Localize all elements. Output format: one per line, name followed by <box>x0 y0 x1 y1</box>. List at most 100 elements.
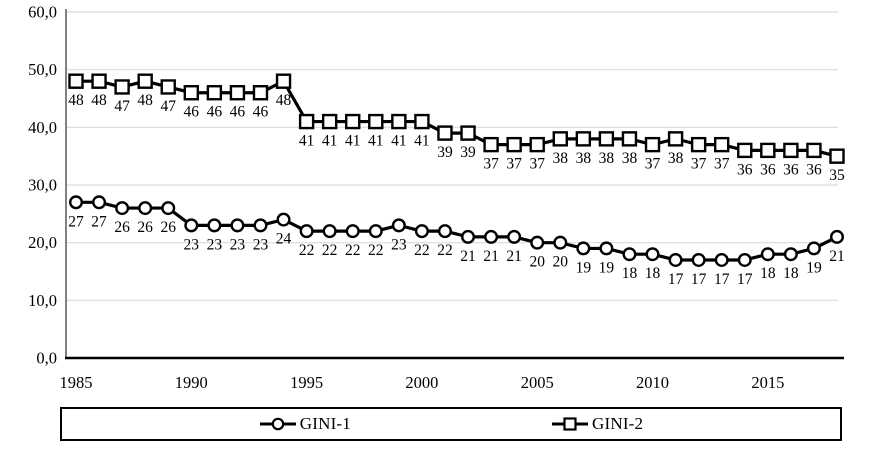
data-point-marker-square <box>552 131 568 147</box>
data-point-label: 18 <box>645 265 661 282</box>
data-point-marker-square <box>229 85 246 101</box>
data-point-label: 22 <box>414 242 430 259</box>
data-point-label: 27 <box>68 213 84 230</box>
square-marker-icon <box>551 417 589 431</box>
data-point-label: 23 <box>230 236 246 253</box>
data-point-marker-square <box>783 142 799 159</box>
data-point-marker-circle <box>161 201 176 216</box>
data-point-label: 41 <box>368 133 384 150</box>
data-point-label: 22 <box>368 242 384 259</box>
data-point-marker-square <box>345 113 361 130</box>
data-point-marker-square <box>275 73 292 89</box>
data-point-marker-circle <box>138 201 153 216</box>
data-point-label: 21 <box>460 248 476 265</box>
data-point-marker-circle <box>345 224 360 239</box>
y-tick-label: 50,0 <box>28 60 57 79</box>
data-point-marker-circle <box>322 224 337 239</box>
data-point-label: 48 <box>137 92 153 109</box>
data-point-label: 48 <box>68 92 84 109</box>
data-point-label: 23 <box>184 236 200 253</box>
data-point-label: 37 <box>691 156 707 173</box>
data-point-marker-square <box>760 142 776 159</box>
data-point-marker-circle <box>783 247 798 262</box>
x-tick-label: 2015 <box>751 373 784 392</box>
data-point-label: 36 <box>760 161 776 178</box>
data-point-marker-circle <box>668 252 683 267</box>
data-point-label: 22 <box>437 242 453 259</box>
data-point-label: 23 <box>253 236 269 253</box>
series-gini-2: 48 48 47 48 47 46 46 46 46 48 41 41 41 41 41 41 39 39 37 37… <box>68 73 845 184</box>
data-point-label: 36 <box>806 161 822 178</box>
y-tick-label: 20,0 <box>28 233 57 252</box>
series-line <box>76 200 838 262</box>
data-point-marker-square <box>368 113 384 130</box>
data-point-marker-square <box>737 142 753 159</box>
data-point-label: 46 <box>207 104 223 121</box>
data-point-marker-square <box>137 73 153 89</box>
data-point-label: 21 <box>483 248 499 265</box>
data-point-label: 46 <box>184 104 200 121</box>
data-point-label: 22 <box>322 242 338 259</box>
data-point-marker-circle <box>68 195 83 210</box>
data-point-marker-circle <box>299 224 314 239</box>
data-point-marker-circle <box>760 247 775 262</box>
data-point-label: 48 <box>91 92 107 109</box>
y-tick-label: 40,0 <box>28 118 57 137</box>
data-point-marker-square <box>667 131 684 147</box>
data-point-marker-square <box>598 131 615 147</box>
data-point-marker-square <box>298 113 315 130</box>
data-point-marker-square <box>252 85 269 101</box>
data-point-label: 38 <box>668 150 684 167</box>
data-point-marker-square <box>644 136 661 153</box>
data-point-marker-circle <box>391 218 406 233</box>
y-tick-label: 30,0 <box>28 176 57 195</box>
data-point-label: 37 <box>483 156 499 173</box>
legend-entry-gini-2: GINI-2 <box>551 414 643 434</box>
data-point-marker-square <box>321 113 338 130</box>
data-point-label: 39 <box>460 144 476 161</box>
x-tick-label: 1985 <box>60 373 93 392</box>
data-point-label: 21 <box>506 248 522 265</box>
data-point-label: 46 <box>253 104 269 121</box>
data-point-label: 19 <box>599 259 615 276</box>
data-point-marker-square <box>506 136 522 153</box>
data-point-label: 26 <box>114 219 130 236</box>
data-point-label: 18 <box>783 265 799 282</box>
circle-marker-icon <box>259 417 297 431</box>
x-tick-label: 1995 <box>290 373 323 392</box>
data-point-label: 36 <box>737 161 753 178</box>
data-point-marker-circle <box>253 218 268 233</box>
data-point-marker-circle <box>737 252 752 267</box>
data-point-label: 36 <box>783 161 799 178</box>
data-point-marker-square <box>160 79 176 95</box>
x-tick-label: 1990 <box>175 373 208 392</box>
data-point-label: 24 <box>276 231 292 248</box>
data-point-marker-square <box>391 113 407 130</box>
data-point-label: 39 <box>437 144 453 161</box>
data-point-marker-circle <box>576 241 591 256</box>
data-point-marker-circle <box>461 229 476 244</box>
data-point-label: 22 <box>299 242 315 259</box>
y-tick-label: 0,0 <box>36 349 57 368</box>
data-point-marker-circle <box>622 247 637 262</box>
data-point-label: 17 <box>737 271 753 288</box>
data-point-marker-square <box>437 125 453 141</box>
data-point-marker-square <box>529 136 545 153</box>
data-point-label: 27 <box>91 213 107 230</box>
x-tick-label: 2010 <box>636 373 669 392</box>
data-point-label: 17 <box>668 271 684 288</box>
gini-line-chart: 0,0 10,0 20,0 30,0 40,0 50,0 60,0 1985 1990 1995 2… <box>28 3 845 393</box>
data-point-label: 38 <box>553 150 569 167</box>
data-point-label: 19 <box>806 259 822 276</box>
legend-entry-gini-1: GINI-1 <box>259 414 351 434</box>
data-point-label: 20 <box>529 254 545 271</box>
data-point-label: 21 <box>829 248 845 265</box>
data-point-marker-square <box>806 142 822 159</box>
data-point-marker-circle <box>230 218 245 233</box>
data-point-marker-square <box>414 113 430 130</box>
data-point-label: 35 <box>829 167 845 184</box>
data-point-marker-square <box>829 148 845 164</box>
data-point-marker-circle <box>599 241 614 256</box>
data-point-label: 48 <box>276 92 292 109</box>
data-point-marker-circle <box>645 247 660 262</box>
